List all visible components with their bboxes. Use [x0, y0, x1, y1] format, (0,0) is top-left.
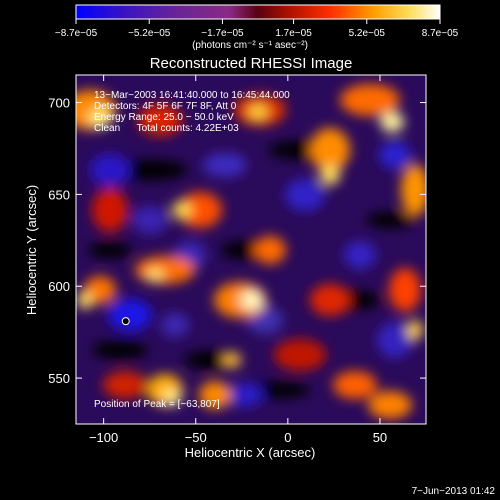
colorbar-tick-label: 1.7e−05: [275, 28, 312, 39]
heatmap-blob: [248, 104, 268, 120]
heatmap-blob: [172, 201, 192, 219]
heatmap-blob: [88, 242, 132, 258]
colorbar-tick-label: −5.2e−05: [128, 28, 171, 39]
annotation-time: 13−Mar−2003 16:41:40.000 to 16:45:44.000: [94, 90, 290, 101]
heatmap-blob: [108, 299, 152, 331]
heatmap-blob: [320, 165, 340, 185]
y-tick-label: 550: [48, 371, 70, 386]
heatmap-blob: [161, 313, 189, 337]
heatmap-blob: [340, 84, 400, 116]
heatmap-blob: [184, 351, 236, 369]
x-axis-label: Heliocentric X (arcsec): [185, 445, 316, 460]
colorbar-tick-label: 5.2e−05: [349, 28, 386, 39]
heatmap-blob: [88, 109, 112, 127]
heatmap-image: [76, 75, 426, 424]
x-tick-label: 50: [373, 430, 387, 445]
footer-date: 7−Jun−2013 01:42: [412, 486, 496, 497]
heatmap-blob: [223, 352, 241, 368]
colorbar: [75, 4, 441, 20]
heatmap-blob: [389, 268, 421, 312]
heatmap-blob: [132, 206, 168, 234]
heatmap-blob: [163, 390, 181, 406]
colorbar-tick-label: −1.7e−05: [201, 28, 244, 39]
heatmap-blob: [333, 371, 377, 399]
heatmap-blob: [135, 256, 195, 284]
heatmap-blob: [90, 154, 130, 186]
heatmap-blob: [368, 391, 412, 419]
heatmap-blob: [77, 291, 93, 309]
heatmap-blob: [178, 192, 222, 228]
y-axis-label: Heliocentric Y (arcsec): [24, 185, 39, 315]
colorbar-ticks: −8.7e−05 −5.2e−05 −1.7e−05 1.7e−05 5.2e−05 8.…: [55, 19, 459, 39]
chart-title: Reconstructed RHESSI Image: [150, 55, 353, 72]
heatmap-blob: [92, 188, 128, 232]
heatmap-blob: [92, 341, 148, 359]
annotation-peak: Position of Peak = [−63,807]: [94, 399, 220, 410]
heatmap-blob: [401, 164, 426, 216]
heatmap-blob: [344, 241, 376, 269]
colorbar-tick-label: −8.7e−05: [55, 28, 98, 39]
y-tick-label: 600: [48, 279, 70, 294]
heatmap-blob: [274, 339, 326, 371]
heatmap-blob: [310, 284, 350, 316]
heatmap-blob: [379, 141, 411, 169]
heatmap-blob: [254, 236, 286, 264]
heatmap-blob: [377, 322, 413, 358]
heatmap-blob: [112, 160, 188, 180]
colorbar-tick-label: 8.7e−05: [422, 28, 459, 39]
y-tick-label: 700: [48, 96, 70, 111]
heatmap-blob: [146, 268, 164, 282]
x-tick-label: −50: [185, 430, 207, 445]
x-axis-ticks: −100 −50 0 50: [89, 75, 387, 445]
heatmap-blob: [227, 383, 263, 407]
heatmap-blob: [103, 371, 147, 399]
peak-marker-dot: [121, 317, 130, 326]
y-tick-label: 650: [48, 187, 70, 202]
plot-frame: [75, 74, 427, 425]
peak-marker: [121, 317, 130, 326]
heatmap-blob: [240, 290, 264, 310]
colorbar-unit-label: (photons cm⁻² s⁻¹ asec⁻²): [192, 40, 308, 51]
heatmap-blob: [250, 382, 310, 398]
heatmap-blob: [199, 381, 231, 409]
x-tick-label: −100: [89, 430, 118, 445]
x-tick-label: 0: [284, 430, 291, 445]
annotation-detectors: Detectors: 4F 5F 6F 7F 8F, Att 0: [94, 101, 237, 112]
annotation-energy: Energy Range: 25.0 − 50.0 keV: [94, 112, 234, 123]
y-axis-ticks: 550 600 650 700: [48, 96, 426, 386]
heatmap-blob: [407, 320, 423, 340]
heatmap-blob: [366, 212, 414, 228]
heatmap-blob: [203, 153, 247, 177]
heatmap-blob: [310, 128, 350, 172]
annotation-counts: Clean Total counts: 4.22E+03: [94, 123, 239, 134]
heatmap-blob: [285, 179, 325, 211]
heatmap-blob: [138, 104, 182, 136]
heatmap-blob: [380, 112, 404, 132]
